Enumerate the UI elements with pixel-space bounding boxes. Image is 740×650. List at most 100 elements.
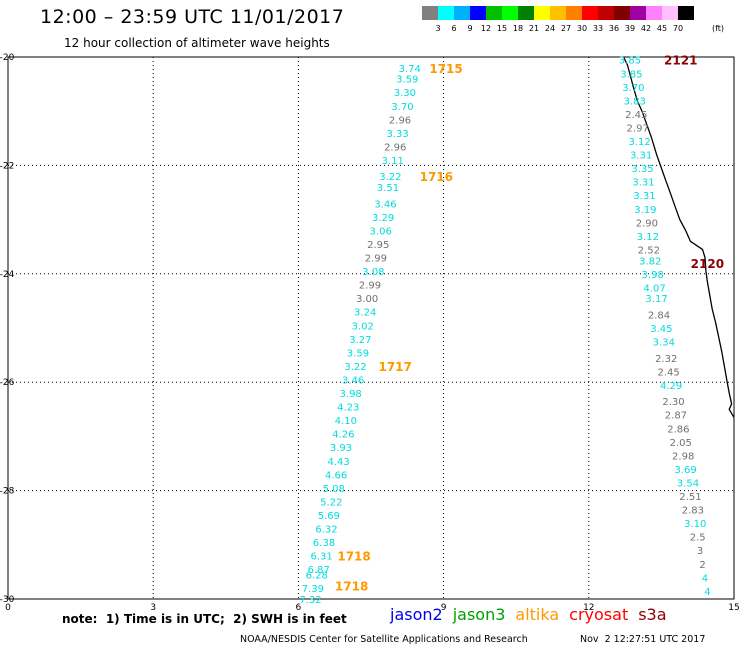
legend-label: 30 bbox=[576, 24, 588, 33]
pass-label: 1718 bbox=[337, 550, 370, 564]
wave-height-label: 4 bbox=[702, 573, 708, 584]
pass-label: 1717 bbox=[378, 360, 411, 374]
wave-height-label: 3.59 bbox=[396, 75, 418, 86]
y-tick-label: -22 bbox=[0, 161, 14, 171]
wave-height-label: 3.29 bbox=[372, 213, 394, 224]
wave-height-label: 3.11 bbox=[382, 156, 404, 167]
page-subtitle: 12 hour collection of altimeter wave hei… bbox=[64, 36, 330, 50]
wave-height-label: 3.12 bbox=[637, 232, 659, 243]
wave-height-label: 2.98 bbox=[672, 451, 694, 462]
wave-height-label: 3.59 bbox=[347, 348, 369, 359]
pass-label: 1718 bbox=[335, 579, 368, 593]
wave-height-label: 2.83 bbox=[682, 506, 704, 517]
legend-label: 9 bbox=[467, 24, 473, 33]
legend-swatch bbox=[614, 6, 630, 20]
credit-line: NOAA/NESDIS Center for Satellite Applica… bbox=[240, 634, 528, 645]
legend-swatch bbox=[502, 6, 518, 20]
wave-height-label: 3.31 bbox=[632, 178, 654, 189]
wave-height-label: 2.45 bbox=[658, 367, 680, 378]
wave-height-label: 3.45 bbox=[650, 324, 672, 335]
wave-height-label: 2.51 bbox=[679, 492, 701, 503]
wave-height-label: 3.06 bbox=[370, 226, 392, 237]
satellite-cryosat: cryosat bbox=[569, 605, 629, 624]
wave-height-label: 6.31 bbox=[310, 552, 332, 563]
legend-label: 27 bbox=[560, 24, 572, 33]
legend-label: 24 bbox=[544, 24, 556, 33]
wave-height-label: 3.46 bbox=[342, 375, 364, 386]
legend-swatch bbox=[534, 6, 550, 20]
wave-height-label: 3.08 bbox=[362, 267, 384, 278]
pass-label: 1715 bbox=[429, 62, 462, 76]
x-tick-label: 15 bbox=[728, 603, 739, 613]
wave-height-label: 7.39 bbox=[302, 584, 324, 595]
legend-swatch bbox=[630, 6, 646, 20]
wave-height-label: 4.43 bbox=[327, 457, 349, 468]
legend-label: 39 bbox=[624, 24, 636, 33]
wave-height-label: 3.02 bbox=[352, 321, 374, 332]
legend-swatch bbox=[454, 6, 470, 20]
wave-height-label: 6.87 bbox=[308, 565, 330, 576]
legend-swatch bbox=[678, 6, 694, 20]
y-tick-label: -20 bbox=[0, 53, 15, 63]
wave-height-label: 2.99 bbox=[365, 254, 387, 265]
wave-height-label: 2.99 bbox=[359, 281, 381, 292]
wave-height-label: 4.29 bbox=[660, 381, 682, 392]
wave-height-label: 3.35 bbox=[631, 164, 653, 175]
footnote: note: 1) Time is in UTC; 2) SWH is in fe… bbox=[62, 612, 347, 626]
wave-height-label: 3.12 bbox=[628, 137, 650, 148]
x-tick-label: 6 bbox=[296, 603, 302, 613]
satellite-jason3: jason3 bbox=[452, 605, 506, 624]
wave-height-label: 3.83 bbox=[624, 96, 646, 107]
wave-height-label: 3.70 bbox=[391, 102, 413, 113]
wave-height-label: 3.93 bbox=[330, 443, 352, 454]
wave-height-label: 2.96 bbox=[384, 142, 406, 153]
wave-height-label: 3.54 bbox=[677, 478, 699, 489]
wave-height-label: 4.10 bbox=[335, 416, 357, 427]
wave-height-label: 3.31 bbox=[630, 151, 652, 162]
wave-height-label: 4 bbox=[704, 587, 710, 598]
legend-label: 33 bbox=[592, 24, 604, 33]
y-tick-label: -28 bbox=[0, 487, 15, 497]
wave-height-label: 3 bbox=[697, 546, 703, 557]
generated-timestamp: Nov 2 12:27:51 UTC 2017 bbox=[580, 634, 706, 645]
x-tick-label: 12 bbox=[583, 603, 594, 613]
legend-label: 21 bbox=[528, 24, 540, 33]
wave-height-label: 4.07 bbox=[643, 283, 665, 294]
legend-swatch bbox=[566, 6, 582, 20]
legend-swatch bbox=[550, 6, 566, 20]
wave-height-label: 2.05 bbox=[670, 438, 692, 449]
legend-swatch bbox=[486, 6, 502, 20]
legend-swatch bbox=[582, 6, 598, 20]
wave-height-label: 3.27 bbox=[349, 335, 371, 346]
satellite-s3a: s3a bbox=[638, 605, 667, 624]
wave-height-label: 3.10 bbox=[684, 519, 706, 530]
y-tick-label: -26 bbox=[0, 378, 15, 388]
wave-height-label: 6.32 bbox=[315, 525, 337, 536]
wave-height-label: 2.84 bbox=[648, 310, 670, 321]
legend-label: 70 bbox=[672, 24, 684, 33]
legend-label: 42 bbox=[640, 24, 652, 33]
legend-label: 6 bbox=[451, 24, 457, 33]
legend-label: 12 bbox=[480, 24, 492, 33]
satellite-jason2: jason2 bbox=[390, 605, 443, 624]
legend-unit: (ft) bbox=[712, 24, 725, 33]
wave-height-label: 3.19 bbox=[634, 205, 656, 216]
wave-height-label: 3.00 bbox=[356, 294, 378, 305]
wave-height-label: 3.24 bbox=[354, 308, 376, 319]
wave-height-label: 2.52 bbox=[638, 245, 660, 256]
wave-height-label: 2.30 bbox=[662, 397, 684, 408]
wave-height-label: 3.17 bbox=[645, 294, 667, 305]
legend-label: 36 bbox=[608, 24, 620, 33]
wave-height-label: 3.22 bbox=[379, 172, 401, 183]
legend-swatch bbox=[518, 6, 534, 20]
satellite-legend: jason2 jason3 altika cryosat s3a bbox=[390, 605, 677, 624]
x-tick-label: 9 bbox=[441, 603, 447, 613]
map-frame bbox=[7, 56, 735, 600]
wave-height-label: 4.66 bbox=[325, 470, 347, 481]
legend-label: 3 bbox=[435, 24, 441, 33]
coastline bbox=[623, 56, 735, 418]
wave-height-label: 2.32 bbox=[655, 354, 677, 365]
pass-label: 2120 bbox=[691, 257, 724, 271]
wave-height-label: 3.70 bbox=[622, 83, 644, 94]
